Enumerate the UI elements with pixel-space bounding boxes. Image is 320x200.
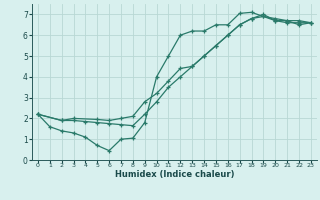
X-axis label: Humidex (Indice chaleur): Humidex (Indice chaleur)	[115, 170, 234, 179]
